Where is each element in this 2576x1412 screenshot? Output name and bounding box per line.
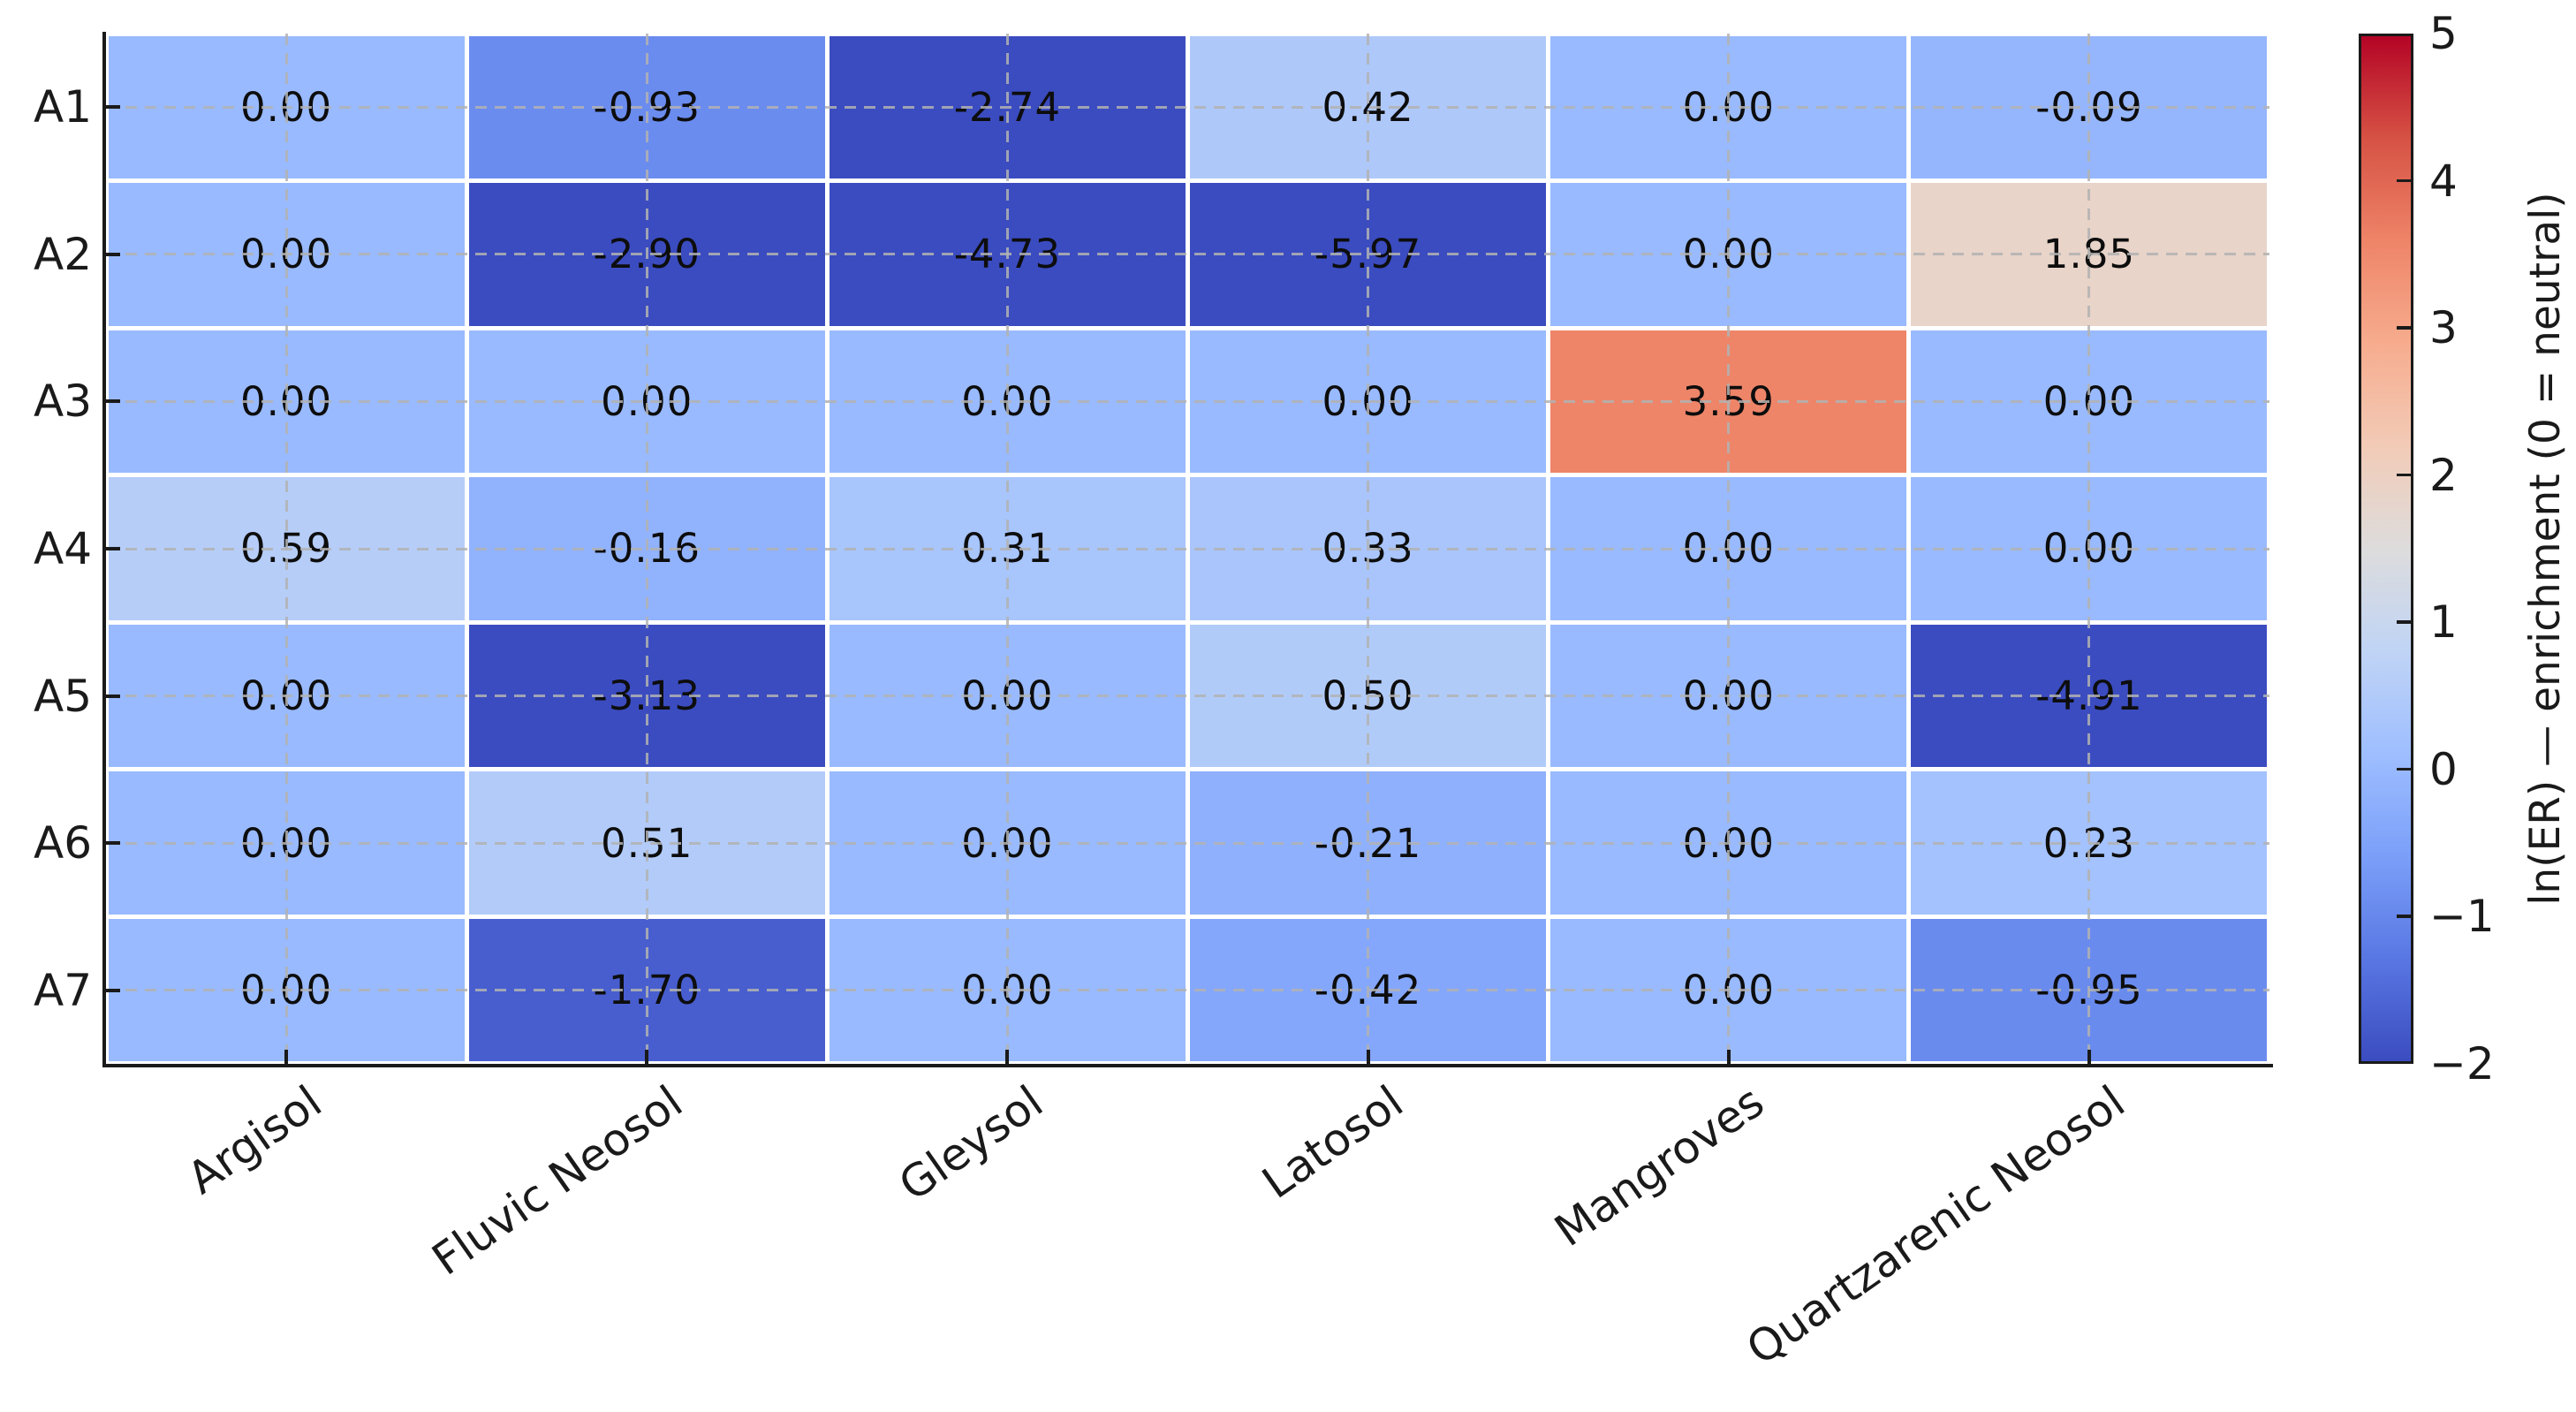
y-tick-label: A7 (33, 964, 92, 1016)
x-axis-tick (645, 1050, 649, 1064)
colorbar-tick-label: 3 (2429, 302, 2458, 354)
gridline-horizontal (106, 105, 2269, 109)
gridline-horizontal (106, 695, 2269, 698)
gridline-horizontal (106, 989, 2269, 992)
gridline-horizontal (106, 399, 2269, 403)
colorbar-tick-label: 1 (2429, 596, 2458, 649)
y-axis-tick (106, 105, 120, 110)
y-tick-label: A1 (33, 81, 92, 133)
x-tick-label: Mangroves (1545, 1075, 1774, 1257)
x-tick-label: Fluvic Neosol (422, 1075, 692, 1286)
y-tick-label: A3 (33, 376, 92, 428)
y-tick-label: A2 (33, 228, 92, 280)
colorbar-tick (2397, 915, 2411, 918)
gridline-vertical (1367, 34, 1370, 1064)
colorbar-tick-label: −1 (2429, 891, 2495, 943)
x-tick-label: Argisol (178, 1075, 331, 1204)
y-axis-tick (106, 988, 120, 992)
gridline-horizontal (106, 253, 2269, 256)
y-axis-tick (106, 252, 120, 256)
colorbar-tick-label: 2 (2429, 449, 2458, 501)
gridline-vertical (1727, 34, 1731, 1064)
x-tick-label: Quartzarenic Neosol (1737, 1075, 2134, 1376)
x-tick-label: Latosol (1253, 1075, 1413, 1209)
gridline-vertical (645, 34, 648, 1064)
x-axis-spine (102, 1064, 2273, 1067)
y-axis-spine (102, 32, 106, 1067)
y-axis-tick (106, 399, 120, 404)
colorbar-axis-label: ln(ER) — enrichment (0 = neutral) (2521, 192, 2570, 906)
gridline-vertical (2087, 34, 2091, 1064)
colorbar-tick (2397, 473, 2411, 477)
x-axis-tick (1726, 1050, 1731, 1064)
x-axis-tick (2087, 1050, 2091, 1064)
y-axis-tick (106, 547, 120, 550)
gridline-vertical (1005, 34, 1009, 1064)
gridline-horizontal (106, 841, 2269, 845)
colorbar-gradient (2359, 34, 2413, 1064)
heatmap-plot-area: 0.00-0.93-2.740.420.00-0.090.00-2.90-4.7… (106, 34, 2269, 1064)
colorbar-tick (2397, 178, 2411, 183)
y-tick-label: A6 (33, 817, 92, 869)
colorbar-tick-label: 5 (2429, 8, 2458, 59)
colorbar-tick (2397, 326, 2411, 330)
colorbar-tick (2397, 767, 2411, 771)
y-tick-label: A4 (33, 523, 92, 574)
y-axis-tick (106, 841, 120, 846)
y-axis-tick (106, 694, 120, 698)
gridline-vertical (284, 34, 288, 1064)
x-axis-tick (1366, 1050, 1370, 1064)
x-axis-tick (1005, 1050, 1010, 1064)
gridline-horizontal (106, 547, 2269, 550)
x-tick-label: Gleysol (890, 1075, 1052, 1211)
colorbar-tick-label: 4 (2429, 155, 2458, 207)
colorbar-tick-label: 0 (2429, 743, 2458, 795)
x-axis-tick (284, 1050, 289, 1064)
colorbar-tick-label: −2 (2429, 1038, 2495, 1089)
colorbar-tick (2397, 620, 2411, 624)
y-tick-label: A5 (33, 670, 92, 722)
